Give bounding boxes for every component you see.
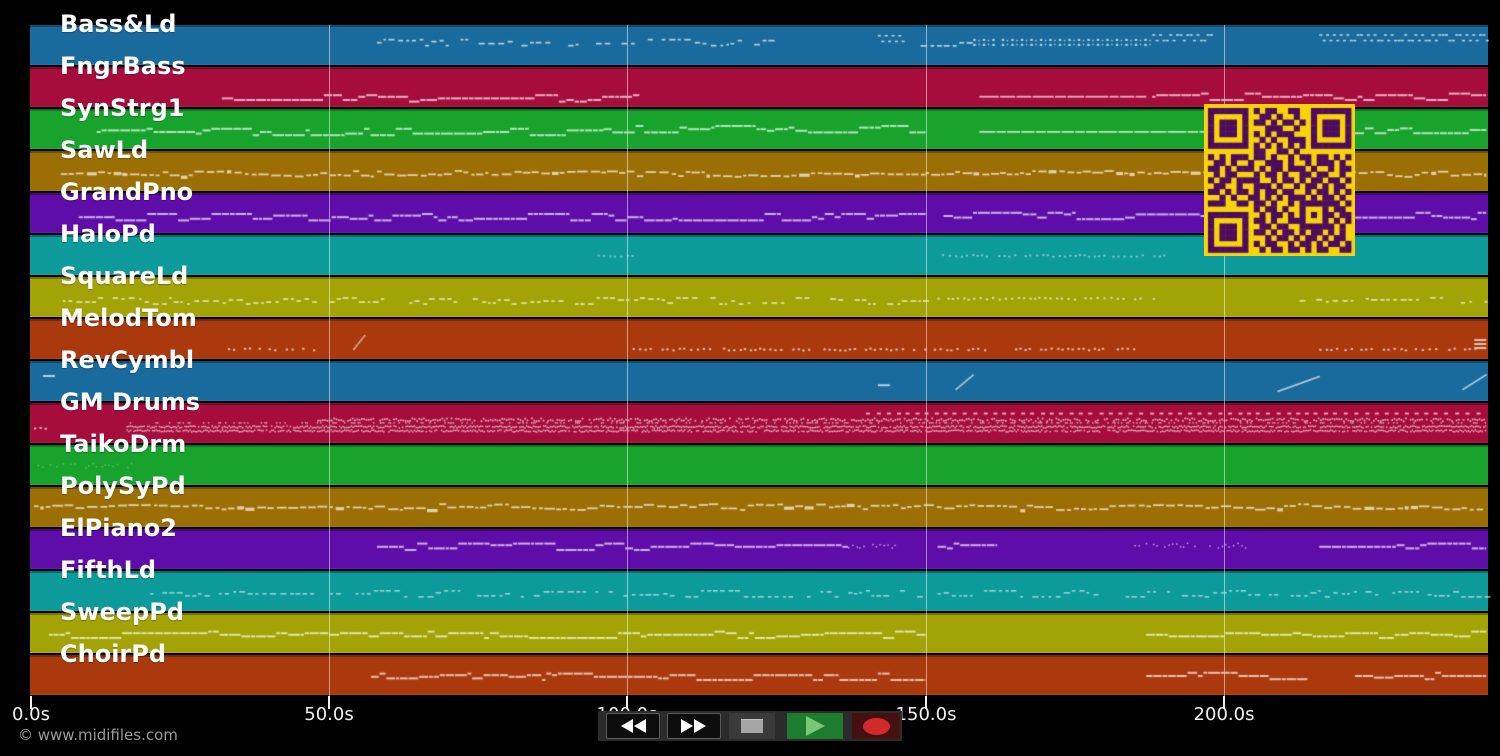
time-tick <box>1223 696 1225 709</box>
track-label: PolySyPd <box>60 472 186 500</box>
stop-button[interactable] <box>729 713 775 739</box>
track-label: FngrBass <box>60 52 186 80</box>
track-label: ElPiano2 <box>60 514 177 542</box>
track-label: FifthLd <box>60 556 157 584</box>
track-label: GM Drums <box>60 388 201 416</box>
track-label: HaloPd <box>60 220 156 248</box>
time-tick <box>30 696 32 709</box>
track-label: SynStrg1 <box>60 94 185 122</box>
time-tick-label: 150.0s <box>895 704 957 725</box>
play-button[interactable] <box>787 713 843 739</box>
track-label: SawLd <box>60 136 149 164</box>
rewind-button[interactable] <box>606 713 660 739</box>
play-icon <box>805 716 825 736</box>
time-tick <box>626 696 628 709</box>
time-tick <box>328 696 330 709</box>
fast-forward-button[interactable] <box>667 713 721 739</box>
transport-bar <box>598 711 902 741</box>
track-label: GrandPno <box>60 178 194 206</box>
time-tick-label: 0.0s <box>11 704 51 725</box>
track-label: RevCymbl <box>60 346 195 374</box>
qr-code <box>1204 104 1355 256</box>
track-label: MelodTom <box>60 304 197 332</box>
time-tick-label: 200.0s <box>1193 704 1255 725</box>
record-icon <box>862 717 890 735</box>
track-label: Bass&Ld <box>60 10 177 38</box>
track-label: ChoirPd <box>60 640 167 668</box>
stop-icon <box>741 719 763 733</box>
time-tick-label: 50.0s <box>304 704 354 725</box>
fast-forward-icon <box>681 719 706 733</box>
time-tick <box>925 696 927 709</box>
rewind-icon <box>621 719 646 733</box>
track-label: TaikoDrm <box>60 430 187 458</box>
copyright-text: © www.midifiles.com <box>18 726 178 744</box>
track-label: SweepPd <box>60 598 184 626</box>
track-label: SquareLd <box>60 262 189 290</box>
record-button[interactable] <box>852 713 900 739</box>
